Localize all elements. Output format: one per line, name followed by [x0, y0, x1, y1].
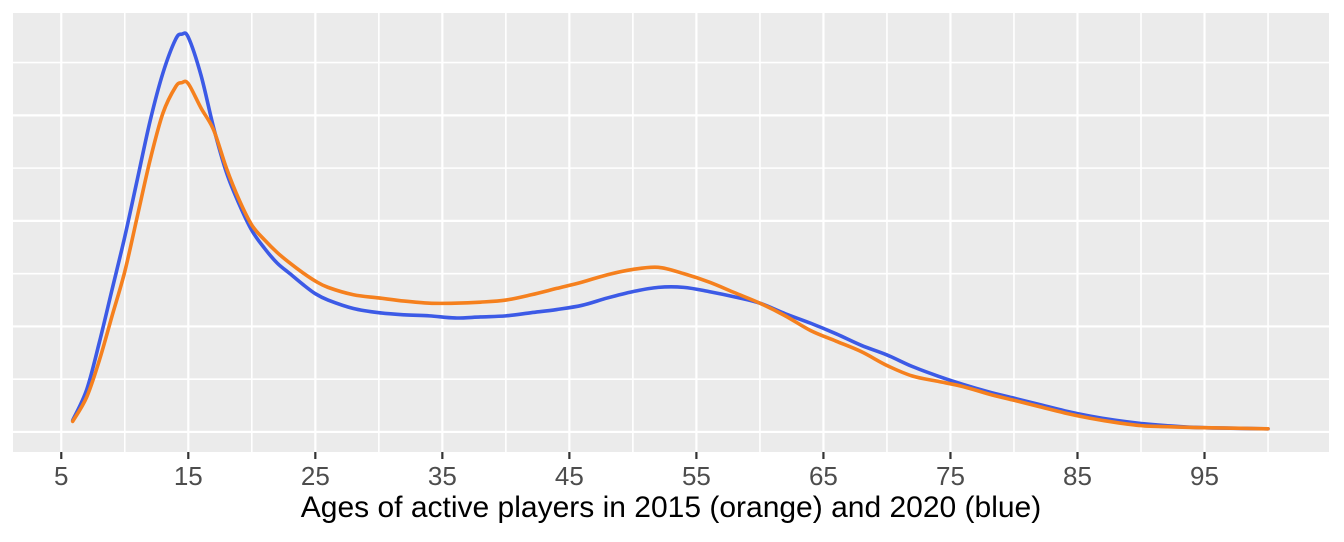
- density-curve-2020: [70, 31, 1270, 431]
- density-curve-2015: [70, 79, 1270, 431]
- x-tick-label: 75: [936, 461, 965, 491]
- x-tick-label: 25: [301, 461, 330, 491]
- density-curves: [70, 31, 1270, 431]
- plot-panel-background: [13, 13, 1329, 452]
- x-tick-label: 35: [428, 461, 457, 491]
- x-tick-label: 45: [555, 461, 584, 491]
- minor-gridlines: [13, 13, 1329, 452]
- x-tick-label: 65: [809, 461, 838, 491]
- x-tick-label: 5: [54, 461, 68, 491]
- x-axis-title: Ages of active players in 2015 (orange) …: [301, 491, 1041, 524]
- x-tick-label: 85: [1063, 461, 1092, 491]
- x-tick-label: 55: [682, 461, 711, 491]
- x-axis-tick-labels: 5 15 25 35 45 55 65 75 85 95: [54, 461, 1219, 491]
- x-axis-tick-marks: [60, 452, 1206, 459]
- x-tick-label: 95: [1190, 461, 1219, 491]
- x-tick-label: 15: [174, 461, 203, 491]
